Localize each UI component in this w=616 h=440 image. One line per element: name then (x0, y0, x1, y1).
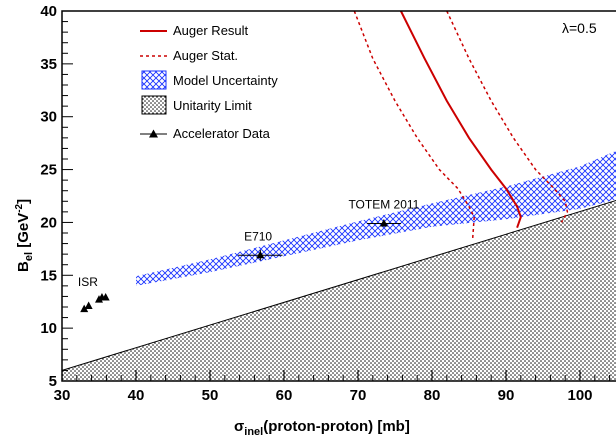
legend-swatch-accelerator-marker (149, 129, 158, 138)
accelerator-marker-6 (379, 218, 388, 227)
x-axis-title: σinel(proton-proton) [mb] (234, 418, 410, 438)
accelerator-marker-4 (101, 292, 110, 301)
accelerator-marker-1 (84, 301, 93, 309)
accelerator-point-0 (80, 304, 89, 313)
accelerator-point-6 (366, 218, 401, 227)
unitarity-limit-region (62, 200, 616, 381)
tick-labels: 30 40 50 60 70 80 90 100 5 10 15 20 25 30 35 40 (40, 3, 592, 404)
y-tick-label-15: 15 (40, 267, 57, 284)
lambda-label: λ=0.5 (562, 20, 597, 36)
x-tick-label-70: 70 (350, 387, 367, 404)
point-annotations: ISR E710 TOTEM 2011 (78, 198, 420, 289)
x-tick-label-80: 80 (424, 387, 441, 404)
auger-result-line (400, 11, 522, 229)
y-tick-label-10: 10 (40, 320, 57, 337)
y-tick-label-25: 25 (40, 162, 57, 179)
annotation-totem: TOTEM 2011 (348, 198, 419, 212)
model-uncertainty-band (136, 150, 616, 286)
auger-stat-high-line (446, 11, 569, 223)
legend-swatch-model-uncertainty (141, 70, 167, 90)
y-tick-label-5: 5 (49, 373, 57, 390)
accelerator-point-4 (101, 292, 110, 301)
accelerator-marker-5 (256, 250, 265, 259)
annotation-e710: E710 (244, 229, 272, 243)
legend-label-auger-stat: Auger Stat. (173, 48, 238, 63)
annotation-isr: ISR (78, 275, 98, 289)
y-tick-label-30: 30 (40, 109, 57, 126)
plot-frame (61, 10, 616, 382)
y-axis-title: Bel [GeV-2] (14, 199, 35, 272)
x-tick-label-100: 100 (567, 387, 592, 404)
x-tick-label-40: 40 (128, 387, 145, 404)
legend-label-auger-result: Auger Result (173, 23, 249, 38)
x-tick-label-30: 30 (54, 387, 71, 404)
x-tick-label-60: 60 (276, 387, 293, 404)
x-tick-label-50: 50 (202, 387, 219, 404)
legend: Auger Result Auger Stat. Model Uncertain… (140, 23, 278, 141)
x-tick-label-90: 90 (498, 387, 515, 404)
legend-swatch-unitarity-limit (141, 95, 167, 115)
y-tick-label-35: 35 (40, 56, 57, 73)
legend-label-unitarity-limit: Unitarity Limit (173, 98, 252, 113)
accelerator-point-5 (238, 249, 283, 261)
accelerator-point-1 (84, 301, 93, 309)
y-tick-label-40: 40 (40, 3, 57, 20)
legend-label-accelerator-data: Accelerator Data (173, 126, 271, 141)
legend-label-model-uncertainty: Model Uncertainty (173, 73, 278, 88)
accelerator-marker-0 (80, 304, 89, 313)
accelerator-data-points (80, 218, 401, 313)
y-tick-label-20: 20 (40, 214, 57, 231)
auger-stat-low-line (353, 11, 475, 239)
axis-ticks (61, 10, 611, 382)
